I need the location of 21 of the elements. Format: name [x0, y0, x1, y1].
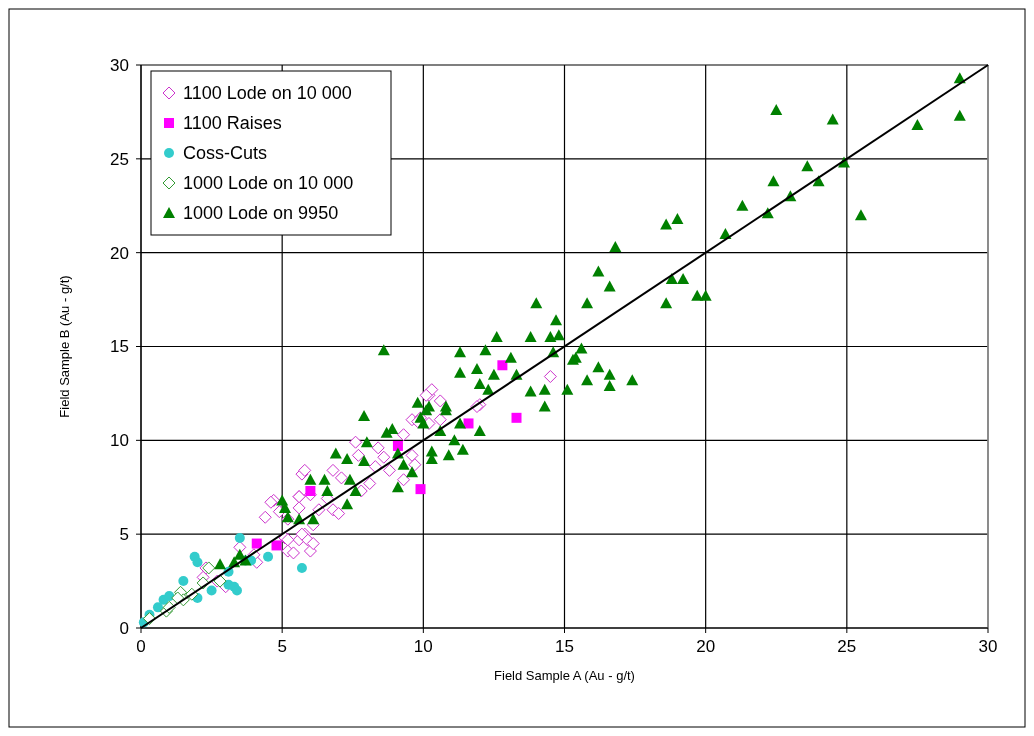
x-tick-label: 15	[555, 637, 574, 656]
y-axis-title: Field Sample B (Au - g/t)	[57, 275, 72, 418]
legend-label: 1100 Lode on 10 000	[183, 83, 352, 104]
x-axis-title: Field Sample A (Au - g/t)	[494, 668, 635, 683]
x-tick-label: 20	[696, 637, 716, 656]
legend-label: 1000 Lode on 9950	[183, 203, 339, 224]
y-tick-label: 5	[119, 525, 129, 545]
y-tick-label: 15	[110, 337, 129, 357]
y-tick-label: 25	[110, 149, 129, 169]
legend-label: Coss-Cuts	[183, 143, 268, 164]
y-tick-label: 30	[110, 55, 129, 75]
y-tick-label: 20	[110, 243, 129, 263]
legend-label: 1100 Raises	[183, 113, 282, 134]
x-tick-label: 30	[978, 637, 998, 656]
x-tick-label: 0	[136, 637, 146, 656]
legend-label: 1000 Lode on 10 000	[183, 173, 354, 194]
x-tick-label: 5	[277, 637, 287, 656]
y-tick-label: 10	[110, 431, 129, 451]
x-tick-label: 10	[413, 637, 433, 656]
y-tick-label: 0	[119, 618, 129, 638]
x-tick-label: 25	[837, 637, 857, 656]
